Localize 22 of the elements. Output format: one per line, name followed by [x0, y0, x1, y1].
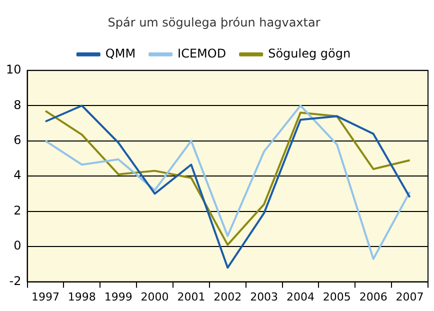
- legend-label: ICEMOD: [178, 46, 226, 61]
- x-tick-label: 2006: [359, 290, 388, 304]
- y-tick-label: 10: [6, 62, 22, 77]
- y-tick-label: 2: [14, 203, 22, 218]
- legend-label: Söguleg gögn: [268, 46, 351, 61]
- x-tick-label: 2003: [250, 290, 278, 304]
- chart-title: Spár um sögulega þróun hagvaxtar: [108, 15, 320, 30]
- y-tick-label: 6: [14, 132, 22, 147]
- y-tick-label: 8: [14, 98, 22, 112]
- y-tick-label: 0: [14, 238, 22, 253]
- x-tick-label: 2002: [214, 290, 242, 304]
- x-tick-label: 2005: [322, 290, 351, 304]
- x-tick-label: 2004: [286, 290, 314, 304]
- x-tick-label: 1998: [68, 290, 96, 304]
- legend-label: QMM: [105, 46, 136, 61]
- x-tick-label: 2007: [396, 290, 424, 304]
- y-tick-label: 4: [14, 168, 22, 182]
- x-tick-label: 1999: [104, 290, 132, 304]
- x-tick-label: 1997: [31, 290, 60, 304]
- y-tick-label: -2: [9, 274, 22, 288]
- x-tick-label: 2000: [140, 290, 169, 304]
- x-tick-label: 2001: [177, 290, 206, 304]
